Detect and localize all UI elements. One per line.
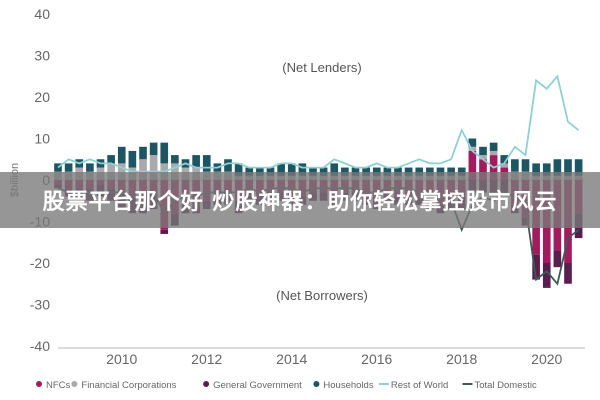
bar-households (266, 167, 275, 176)
axis-layer: 403020100-10-20-30-402010201220142016201… (30, 6, 585, 367)
bar-households (192, 155, 200, 168)
annotation-net-lenders: (Net Lenders) (282, 60, 361, 75)
bar-households (224, 159, 232, 172)
bar-households (86, 163, 94, 172)
bar-households (149, 142, 158, 156)
y-tick-label: 10 (34, 131, 50, 147)
legend-marker-general-government (203, 381, 210, 387)
bar-households (341, 167, 349, 176)
bar-nfcs (479, 159, 487, 180)
bar-households (160, 142, 169, 164)
overlay-banner: 股票平台那个好 炒股神器：助你轻松掌控股市风云 (0, 172, 600, 228)
bar-households (202, 155, 211, 172)
legend-label-total-domestic: Total Domestic (474, 380, 537, 391)
bar-households (309, 167, 317, 176)
bar-households (574, 159, 583, 176)
bar-financial-corporations (479, 155, 487, 160)
bar-financial-corporations (171, 163, 179, 180)
bar-households (128, 150, 137, 168)
legend-label-general-government: General Government (213, 380, 302, 391)
x-tick-label: 2010 (106, 351, 137, 367)
line-rest-of-world (57, 74, 580, 173)
bar-households (298, 163, 307, 176)
bar-households (245, 167, 254, 176)
bar-households (564, 159, 572, 176)
legend-label-rest-of-world: Rest of World (391, 380, 448, 391)
y-tick-label: 20 (34, 89, 50, 105)
bar-households (319, 167, 328, 176)
bar-households (351, 167, 360, 176)
bar-financial-corporations (500, 163, 509, 168)
x-tick-label: 2016 (361, 351, 392, 367)
legend-label-financial-corporations: Financial Corporations (81, 380, 176, 391)
bar-financial-corporations (149, 155, 158, 180)
x-tick-label: 2018 (446, 351, 477, 367)
legend-label-nfcs: NFCs (46, 380, 71, 391)
bar-general-government (564, 263, 572, 284)
legend-marker-financial-corporations (71, 381, 78, 387)
bar-households (457, 167, 466, 176)
y-tick-label: 30 (34, 48, 50, 64)
overlay-text: 股票平台那个好 炒股神器：助你轻松掌控股市风云 (42, 190, 558, 215)
bar-general-government (532, 254, 540, 280)
y-tick-label: 40 (34, 6, 50, 22)
bar-households (256, 167, 264, 176)
x-tick-label: 2014 (276, 351, 307, 367)
bar-households (542, 163, 551, 176)
bar-households (521, 159, 530, 172)
legend: NFCs Financial Corporations General Govern… (36, 380, 537, 391)
bar-households (415, 167, 424, 176)
bar-households (426, 167, 434, 176)
bar-households (117, 146, 126, 164)
bar-households (287, 163, 296, 176)
bar-households (479, 146, 487, 156)
annotation-net-borrowers: (Net Borrowers) (276, 288, 368, 303)
y-tick-label: -30 (30, 297, 50, 313)
bar-households (383, 167, 392, 176)
x-tick-label: 2012 (191, 351, 222, 367)
legend-marker-households (313, 381, 320, 387)
bar-financial-corporations (468, 146, 477, 151)
x-tick-label: 2020 (531, 351, 562, 367)
bar-general-government (553, 250, 562, 268)
bar-households (330, 163, 339, 176)
bar-households (372, 167, 381, 176)
y-tick-label: -20 (30, 255, 50, 271)
bar-households (64, 163, 73, 172)
bar-financial-corporations (139, 159, 147, 180)
bar-financial-corporations (107, 163, 115, 180)
legend-label-households: Households (323, 380, 373, 391)
legend-marker-nfcs (36, 381, 42, 387)
bar-nfcs (468, 150, 477, 180)
bar-financial-corporations (117, 163, 126, 180)
bar-general-government (542, 263, 551, 288)
bar-households (489, 142, 498, 151)
bar-households (511, 159, 519, 172)
bar-households (171, 155, 179, 164)
bar-households (553, 159, 562, 176)
bar-households (394, 167, 402, 176)
y-tick-label: -40 (30, 338, 50, 354)
bar-households (234, 163, 243, 176)
bar-households (277, 163, 285, 176)
bar-households (139, 146, 147, 160)
bar-households (107, 155, 115, 164)
bar-households (500, 155, 509, 164)
bar-households (447, 167, 455, 176)
bar-households (436, 167, 445, 176)
bar-households (404, 167, 413, 176)
bar-households (468, 138, 477, 147)
bar-households (532, 163, 540, 176)
bar-households (362, 167, 370, 176)
bar-general-government (160, 229, 169, 234)
bar-financial-corporations (489, 150, 498, 156)
